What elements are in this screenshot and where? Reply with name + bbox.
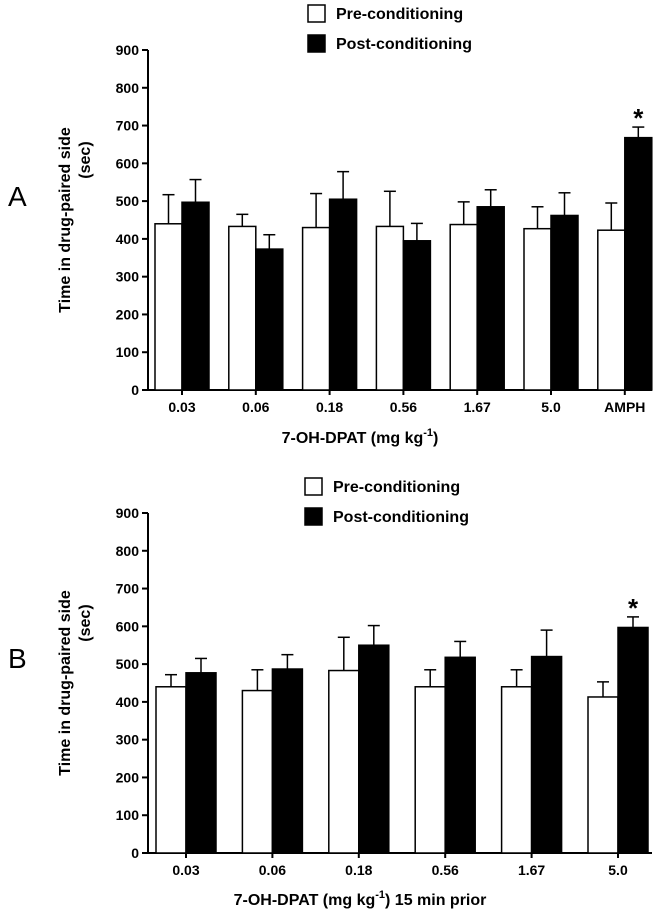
bar-post [181,201,210,391]
legend-label: Post-conditioning [336,36,472,53]
legend-label: Post-conditioning [333,509,469,526]
significance-marker: * [633,103,644,133]
y-tick-label: 700 [116,118,140,134]
y-tick-label: 600 [116,155,140,171]
panel-a: A Pre-conditioning Post-conditioning 0 100 20… [8,4,653,447]
y-axis-title-unit: (sec) [77,141,94,178]
x-tick-label: 0.03 [168,399,195,415]
bar-pre [597,229,626,391]
panel-label: A [8,181,27,212]
bar-pre [500,686,533,854]
bar-pre [155,686,187,854]
x-tick-label: 0.18 [316,399,343,415]
y-tick-label: 900 [116,42,140,58]
panel-label: B [8,643,27,674]
legend-swatch-1 [304,507,323,526]
x-tick-label: 0.56 [432,862,459,878]
y-tick-label: 300 [116,269,140,285]
x-tick-label: 0.06 [259,862,286,878]
x-axis-title-sup: -1 [423,427,433,439]
bar-pre [301,226,331,391]
x-tick-label: AMPH [604,399,645,415]
legend-label: Pre-conditioning [336,6,463,23]
y-tick-label: 500 [116,656,140,672]
bar-pre [414,686,446,854]
y-tick-label: 800 [116,80,140,96]
bar-pre [375,225,405,391]
y-tick-label: 400 [116,694,140,710]
bar-pre [523,227,552,391]
bar-post [185,672,217,854]
bar-pre [228,225,257,391]
x-tick-label: 5.0 [608,862,628,878]
x-tick-label: 0.06 [242,399,269,415]
x-axis-title-tail: ) 15 min prior [385,892,486,909]
bar-pre [587,696,619,854]
y-tick-label: 500 [116,193,140,209]
x-tick-label: 1.67 [518,862,545,878]
x-axis-title-main: 7-OH-DPAT (mg kg [282,430,424,447]
y-tick-label: 400 [116,231,140,247]
y-tick-label: 600 [116,618,140,634]
x-tick-label: 0.56 [390,399,417,415]
legend-label: Pre-conditioning [333,479,460,496]
y-axis-title: Time in drug-paired side [57,127,74,313]
legend-swatch-0 [307,4,326,23]
y-tick-label: 100 [116,807,140,823]
x-axis-title-tail: ) [433,430,438,447]
bar-post [617,626,649,854]
y-axis-title: Time in drug-paired side [57,590,74,776]
bar-pre [154,223,183,391]
y-tick-label: 0 [131,382,139,398]
panel-b: B Pre-conditioning Post-conditioning 0 100 20… [8,477,652,909]
bar-post [255,248,284,391]
x-tick-label: 5.0 [541,399,561,415]
y-tick-label: 0 [131,845,139,861]
bar-pre [241,689,274,854]
x-axis-title: 7-OH-DPAT (mg kg-1) 15 min prior [234,889,487,909]
bar-post [476,206,505,391]
bar-post [328,198,358,391]
y-tick-label: 100 [116,344,140,360]
bar-post [402,240,432,391]
bar-post [624,136,653,391]
y-tick-label: 700 [116,581,140,597]
y-tick-label: 900 [116,505,140,521]
x-tick-label: 1.67 [464,399,491,415]
legend-swatch-1 [307,34,326,53]
y-tick-label: 200 [116,306,140,322]
bar-post [550,214,579,391]
y-tick-label: 200 [116,769,140,785]
x-tick-label: 0.18 [345,862,372,878]
significance-marker: * [628,593,639,623]
legend-swatch-0 [304,477,323,496]
bar-post [444,656,476,854]
x-tick-label: 0.03 [172,862,199,878]
x-axis-title-main: 7-OH-DPAT (mg kg [234,892,376,909]
bar-post [530,655,563,854]
y-tick-label: 300 [116,732,140,748]
x-axis-title: 7-OH-DPAT (mg kg-1) [282,427,439,447]
y-tick-label: 800 [116,543,140,559]
bar-post [358,644,390,854]
x-axis-title-sup: -1 [375,889,385,901]
bar-pre [449,223,478,391]
y-axis-title-unit: (sec) [77,604,94,641]
bar-pre [328,669,360,854]
bar-post [271,668,304,854]
